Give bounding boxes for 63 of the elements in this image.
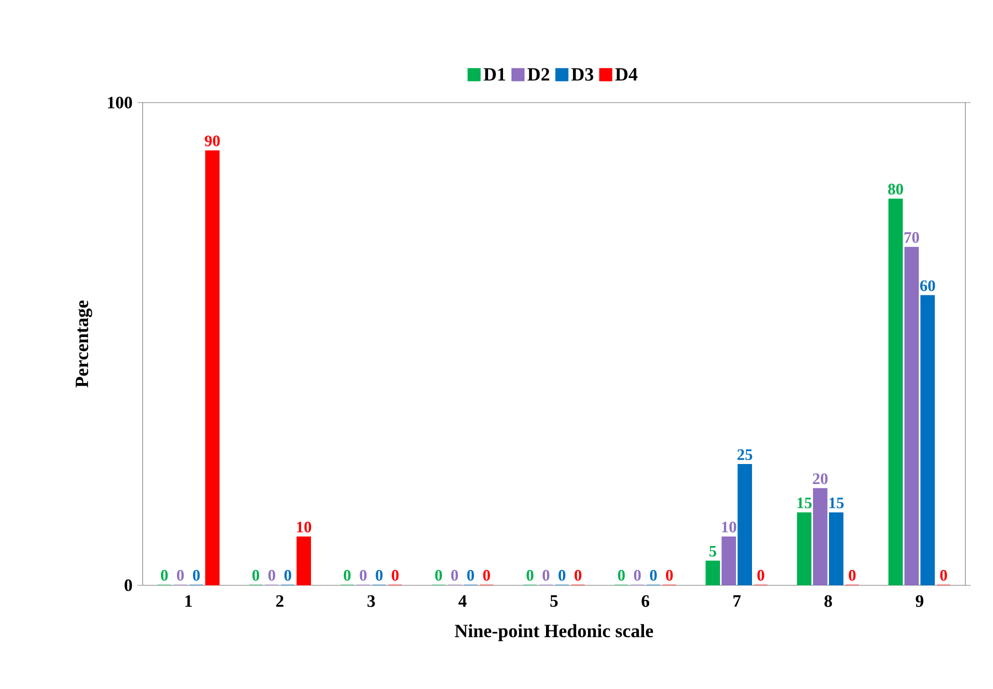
data-label: 0 — [252, 570, 260, 581]
x-tick-label: 4 — [458, 595, 467, 607]
data-label: 0 — [558, 570, 566, 581]
bar — [904, 246, 919, 586]
data-label: 0 — [574, 570, 582, 581]
x-tick-label: 8 — [824, 595, 832, 607]
data-label: 15 — [829, 498, 844, 508]
data-label: 10 — [722, 522, 736, 532]
data-label: 20 — [812, 473, 828, 484]
data-label: 10 — [297, 522, 312, 532]
data-label: 90 — [204, 136, 220, 146]
data-label: 0 — [392, 570, 399, 581]
data-label: 0 — [483, 570, 490, 581]
legend-label: D2 — [528, 68, 550, 81]
legend-label: D1 — [484, 68, 506, 81]
bar — [722, 536, 736, 586]
bar — [920, 295, 935, 586]
data-label: 0 — [618, 570, 625, 581]
bar — [296, 536, 311, 586]
x-tick-label: 9 — [916, 595, 924, 607]
data-label: 0 — [451, 570, 458, 581]
x-axis-title: Nine-point Hedonic scale — [454, 624, 654, 642]
data-label: 0 — [268, 570, 276, 581]
bar — [706, 560, 720, 586]
data-label: 0 — [192, 570, 200, 581]
data-label: 5 — [709, 546, 716, 557]
data-label: 0 — [176, 570, 184, 581]
bar — [829, 512, 844, 586]
data-label: 0 — [284, 570, 292, 581]
data-label: 0 — [160, 570, 168, 581]
x-tick-label: 6 — [642, 595, 650, 607]
data-label: 0 — [344, 570, 351, 581]
data-label: 80 — [888, 184, 903, 195]
data-label: 0 — [467, 570, 474, 581]
x-tick-label: 1 — [185, 595, 192, 607]
bar — [797, 512, 812, 586]
data-label: 0 — [650, 570, 657, 581]
data-label: 0 — [940, 570, 947, 581]
legend-label: D4 — [615, 68, 638, 81]
data-label: 0 — [757, 570, 764, 581]
data-label: 0 — [360, 570, 367, 581]
data-label: 15 — [797, 498, 812, 508]
x-tick-label: 3 — [368, 595, 375, 607]
bar — [738, 464, 752, 586]
data-label: 0 — [666, 570, 673, 581]
bar — [205, 150, 220, 586]
data-label: 25 — [737, 449, 752, 460]
data-label: 0 — [376, 570, 383, 581]
data-label: 70 — [904, 232, 919, 243]
bar — [888, 198, 903, 586]
data-label: 0 — [848, 570, 856, 581]
x-tick-label: 5 — [550, 595, 558, 607]
data-label: 0 — [435, 570, 442, 581]
x-tick-label: 7 — [733, 595, 741, 607]
bar — [813, 488, 828, 586]
legend-label: D3 — [571, 68, 594, 81]
x-tick-label: 2 — [276, 595, 284, 607]
data-label: 0 — [526, 570, 534, 581]
y-tick-label: 100 — [108, 96, 132, 108]
data-label: 0 — [634, 570, 641, 581]
data-label: 0 — [542, 570, 550, 581]
y-axis-title: Percentage — [76, 300, 92, 388]
data-label: 60 — [920, 280, 935, 292]
